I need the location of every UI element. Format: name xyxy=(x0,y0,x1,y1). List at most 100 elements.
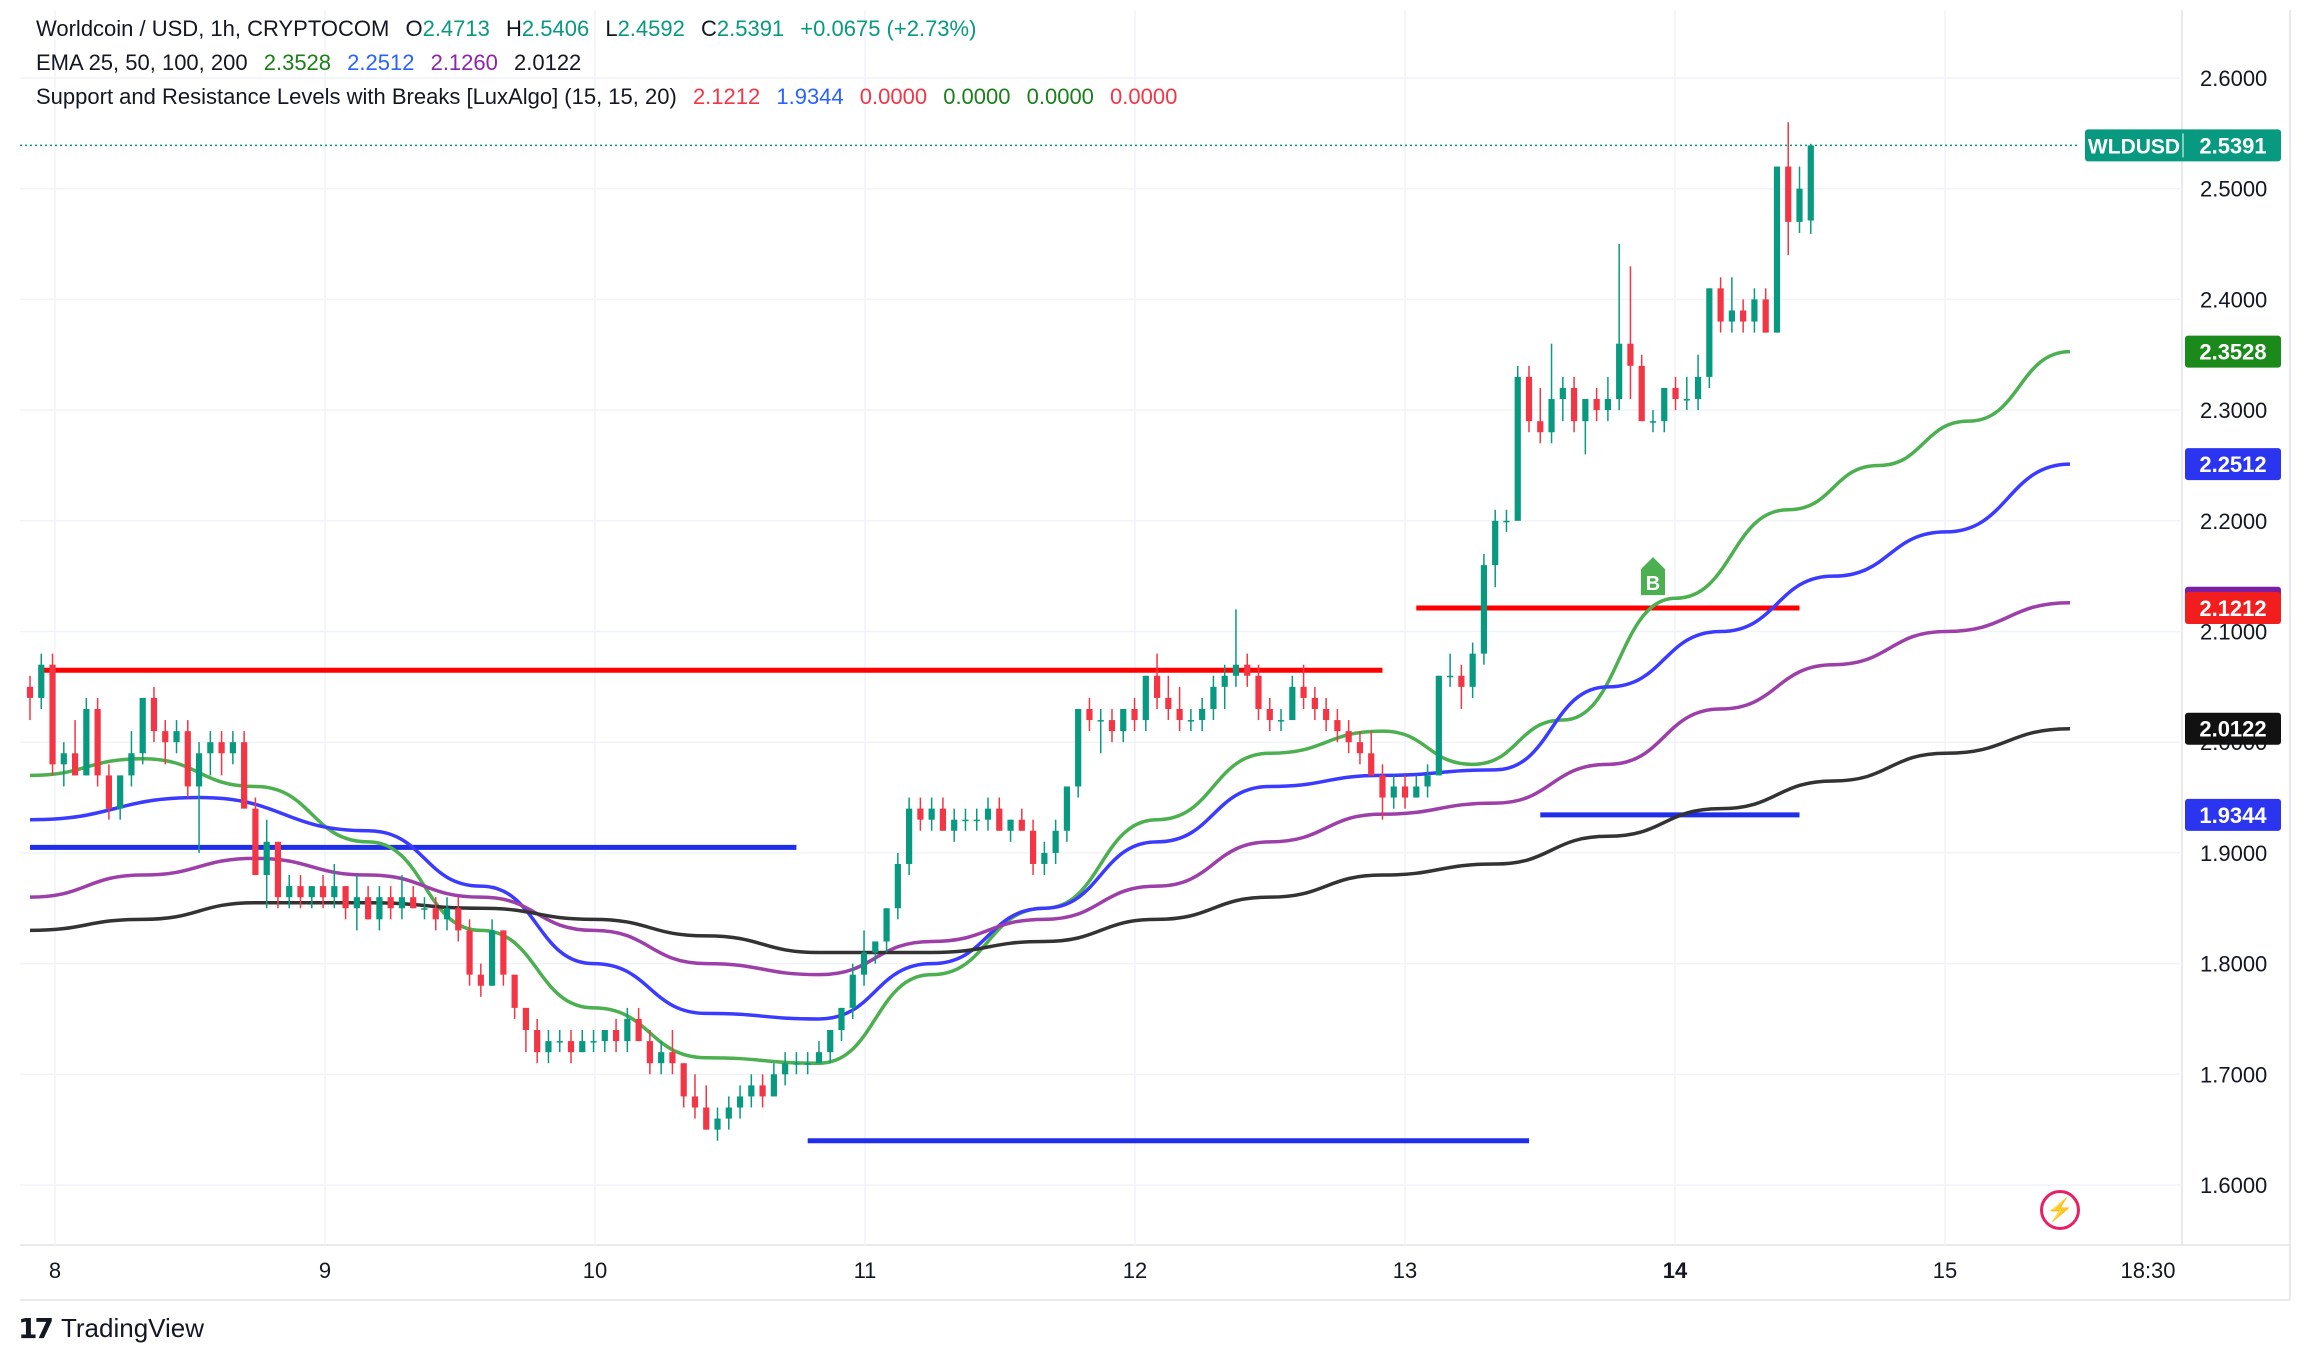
candle-body xyxy=(319,886,327,898)
candle-body xyxy=(1458,675,1465,687)
chart-grid xyxy=(20,10,2291,1301)
sr-value-5: 0.0000 xyxy=(1026,84,1094,109)
candle-body xyxy=(1604,399,1611,411)
ema50-price-tag-text: 2.2512 xyxy=(2199,452,2266,477)
ohlc-low: L2.4592 xyxy=(605,16,685,41)
ema25-price-tag-text: 2.3528 xyxy=(2199,340,2266,365)
break-marker-badge xyxy=(1640,557,1665,596)
candle-body xyxy=(1616,343,1623,400)
candle-body xyxy=(1108,720,1116,732)
time-axis[interactable]: 8 9 10 11 12 13 14 15 18:30 xyxy=(49,1258,2176,1283)
candle-body xyxy=(489,930,496,986)
candle-body xyxy=(951,819,958,831)
candle-body xyxy=(1807,145,1814,221)
candle-body xyxy=(612,1030,620,1042)
ema200-price-tag-text: 2.0122 xyxy=(2199,717,2266,742)
candle-body xyxy=(973,819,980,822)
price-tick-label: 1.7000 xyxy=(2200,1062,2267,1087)
candle-body xyxy=(94,708,101,776)
candle-body xyxy=(466,930,473,975)
ema-line-ema50 xyxy=(29,462,2071,1021)
price-tick-label: 2.4000 xyxy=(2200,287,2267,312)
time-tick-label: 14 xyxy=(1663,1258,1688,1283)
time-tick-label: 11 xyxy=(854,1258,877,1283)
candle-body xyxy=(1649,421,1657,423)
candle-body xyxy=(1232,664,1240,676)
candle-body xyxy=(241,742,248,809)
time-tick-label: 12 xyxy=(1123,1258,1147,1283)
candle-body xyxy=(1593,399,1600,411)
time-tick-label: 18:30 xyxy=(2120,1258,2175,1283)
price-change: +0.0675 (+2.73%) xyxy=(800,16,977,41)
candle-body xyxy=(410,897,417,909)
candle-body xyxy=(139,697,146,754)
candle-body xyxy=(556,1041,563,1043)
candle-body xyxy=(680,1063,687,1097)
time-tick-label: 9 xyxy=(319,1258,331,1283)
candle-body xyxy=(342,886,349,909)
candle-body xyxy=(263,841,270,876)
candle-body xyxy=(1413,786,1420,798)
candle-body xyxy=(1041,852,1048,864)
lightning-icon[interactable]: ⚡ xyxy=(2040,1190,2080,1230)
candle-body xyxy=(1029,830,1037,864)
candle-body xyxy=(996,808,1003,831)
candle-body xyxy=(534,1030,541,1053)
candle-body xyxy=(117,775,124,809)
candle-body xyxy=(60,753,67,765)
candle-body xyxy=(297,886,304,898)
candle-body xyxy=(601,1030,608,1042)
ema200-value: 2.0122 xyxy=(514,50,582,75)
candle-body xyxy=(1063,786,1071,831)
price-axis[interactable]: 1.60001.70001.80001.90002.00002.10002.20… xyxy=(2200,66,2267,1198)
candle-body xyxy=(252,808,259,876)
candle-body xyxy=(883,908,890,942)
candle-body xyxy=(1694,376,1702,400)
ema50-price-tag xyxy=(2185,448,2281,481)
candle-body xyxy=(218,742,225,754)
price-tick-label: 2.5000 xyxy=(2200,177,2267,202)
price-tags: 2.35282.25122.12602.12122.01221.9344WLDU… xyxy=(2085,129,2281,831)
candle-body xyxy=(274,841,282,898)
candle-body xyxy=(669,1052,676,1064)
resistance-price-tag xyxy=(2185,592,2281,625)
candle-body xyxy=(691,1096,699,1108)
candle-body xyxy=(432,908,439,920)
candle-body xyxy=(1086,708,1093,721)
candle-body xyxy=(1537,421,1544,433)
candle-body xyxy=(1300,686,1307,698)
candle-body xyxy=(1492,520,1499,566)
candle-body xyxy=(782,1063,789,1075)
ema-line-ema25 xyxy=(29,349,2071,1065)
candle-body xyxy=(162,731,169,743)
candle-body xyxy=(522,1007,530,1031)
candle-body xyxy=(1323,708,1330,721)
candle-body xyxy=(770,1074,777,1097)
candle-body xyxy=(1289,686,1296,721)
candle-body xyxy=(286,886,293,898)
candle-body xyxy=(1311,697,1318,709)
candle-body xyxy=(1052,830,1059,853)
candle-body xyxy=(353,897,360,909)
tradingview-branding[interactable]: 17 TradingView xyxy=(18,1308,204,1348)
candle-body xyxy=(1176,708,1183,721)
candle-body xyxy=(1390,786,1397,798)
candle-body xyxy=(1345,731,1352,743)
candle-body xyxy=(1334,720,1341,732)
ema-label[interactable]: EMA 25, 50, 100, 200 xyxy=(36,50,248,75)
candle-body xyxy=(567,1041,575,1053)
candle-body xyxy=(1142,675,1149,721)
symbol-title[interactable]: Worldcoin / USD, 1h, CRYPTOCOM xyxy=(36,16,390,41)
candle-body xyxy=(736,1096,744,1108)
candle-body xyxy=(1480,565,1488,654)
ohlc-open: O2.4713 xyxy=(405,16,490,41)
candle-body xyxy=(590,1041,597,1043)
ema200-price-tag xyxy=(2185,712,2281,745)
sr-resistance-value: 2.1212 xyxy=(692,84,761,109)
candle-body xyxy=(984,808,992,820)
candle-body xyxy=(71,753,79,776)
candle-body xyxy=(827,1030,834,1053)
candle-body xyxy=(1277,720,1285,722)
sr-label[interactable]: Support and Resistance Levels with Break… xyxy=(36,84,677,109)
